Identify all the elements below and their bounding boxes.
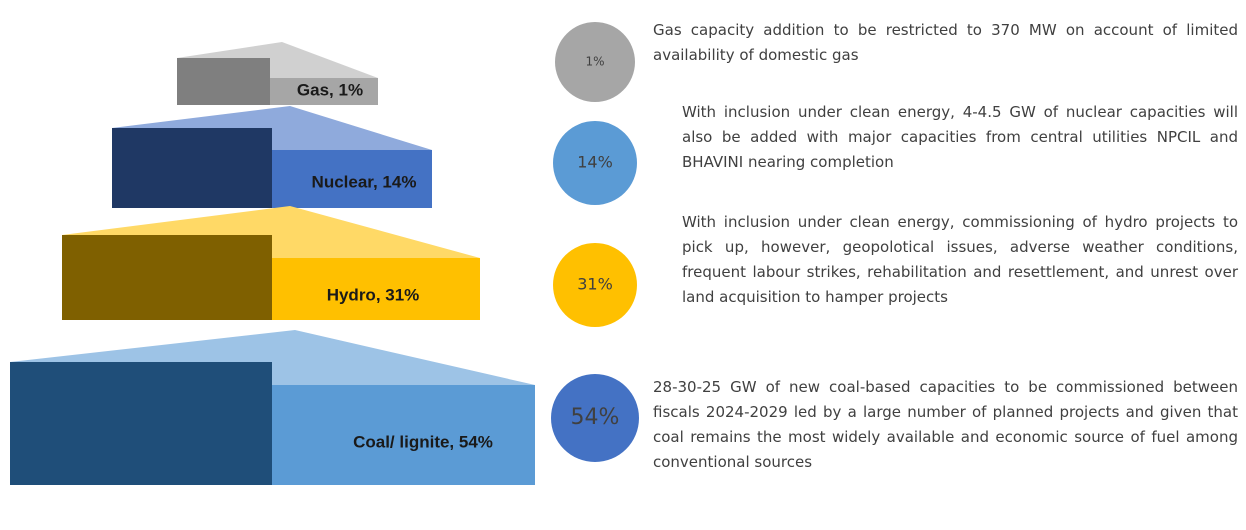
badge-circle	[553, 243, 637, 327]
tier-label: Hydro, 31%	[327, 285, 420, 304]
badge-text: 1%	[585, 55, 604, 69]
badge-text: 31%	[577, 275, 613, 294]
badge-circle	[553, 121, 637, 205]
badge-text: 54%	[571, 405, 620, 430]
block-left	[62, 235, 272, 320]
description: With inclusion under clean energy, 4-4.5…	[682, 103, 1238, 171]
description: Gas capacity addition to be restricted t…	[653, 21, 1238, 64]
badge-circle	[555, 22, 635, 102]
block-right	[270, 78, 378, 105]
tier-label: Coal/ lignite, 54%	[353, 432, 493, 451]
block-right	[272, 150, 432, 208]
tier-label: Nuclear, 14%	[312, 172, 417, 191]
block-left	[177, 58, 270, 105]
block-top	[177, 42, 378, 78]
block-left	[10, 362, 272, 485]
badge-circle	[551, 374, 639, 462]
badge-text: 14%	[577, 153, 613, 172]
description: With inclusion under clean energy, commi…	[682, 213, 1238, 306]
tier-label: Gas, 1%	[297, 80, 363, 99]
block-right	[272, 385, 535, 485]
block-right	[272, 258, 480, 320]
description: 28-30-25 GW of new coal-based capacities…	[653, 378, 1238, 471]
block-left	[112, 128, 272, 208]
